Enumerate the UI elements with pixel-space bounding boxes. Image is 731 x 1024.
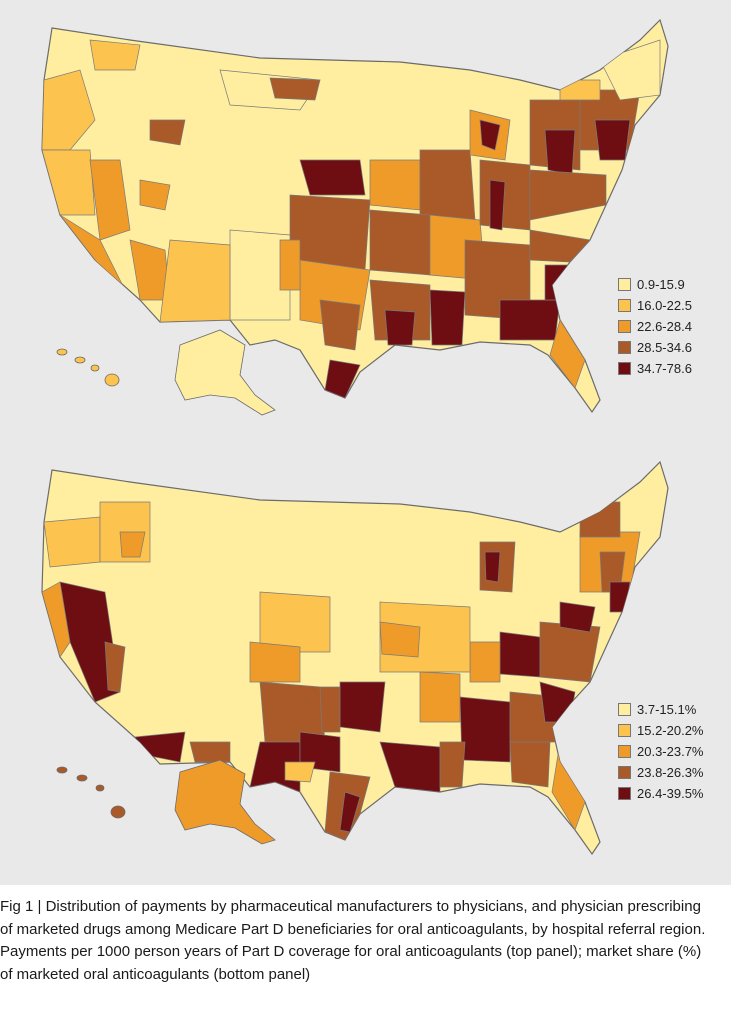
legend-item: 22.6-28.4 [618,316,692,337]
figure: 0.9-15.9 16.0-22.5 22.6-28.4 28.5-34.6 3… [0,0,731,885]
legend-swatch [618,766,631,779]
bottom-legend: 3.7-15.1% 15.2-20.2% 20.3-23.7% 23.8-26.… [618,699,704,804]
legend-label: 34.7-78.6 [637,361,692,376]
legend-label: 16.0-22.5 [637,298,692,313]
legend-label: 28.5-34.6 [637,340,692,355]
legend-label: 23.8-26.3% [637,765,704,780]
legend-swatch [618,341,631,354]
legend-label: 26.4-39.5% [637,786,704,801]
legend-swatch [618,703,631,716]
caption-text: Distribution of payments by pharmaceutic… [0,898,706,983]
legend-swatch [618,724,631,737]
legend-swatch [618,299,631,312]
bottom-map-panel: 3.7-15.1% 15.2-20.2% 20.3-23.7% 23.8-26.… [0,442,731,884]
legend-item: 20.3-23.7% [618,741,704,762]
figure-caption: Fig 1 | Distribution of payments by phar… [0,896,715,986]
legend-item: 28.5-34.6 [618,337,692,358]
legend-label: 20.3-23.7% [637,744,704,759]
legend-item: 26.4-39.5% [618,783,704,804]
legend-item: 16.0-22.5 [618,295,692,316]
legend-label: 15.2-20.2% [637,723,704,738]
alaska-shape [174,759,276,845]
legend-label: 3.7-15.1% [637,702,697,717]
hawaii-shape [56,766,126,819]
top-map-panel: 0.9-15.9 16.0-22.5 22.6-28.4 28.5-34.6 3… [0,0,731,442]
top-map [41,18,669,416]
bottom-map [41,460,669,856]
legend-item: 3.7-15.1% [618,699,704,720]
alaska-shape [174,329,276,416]
legend-swatch [618,745,631,758]
legend-swatch [618,362,631,375]
caption-label: Fig 1 | [0,898,42,915]
legend-label: 22.6-28.4 [637,319,692,334]
legend-item: 0.9-15.9 [618,274,692,295]
top-legend: 0.9-15.9 16.0-22.5 22.6-28.4 28.5-34.6 3… [618,274,692,379]
legend-item: 34.7-78.6 [618,358,692,379]
legend-item: 23.8-26.3% [618,762,704,783]
legend-swatch [618,320,631,333]
legend-swatch [618,787,631,800]
legend-label: 0.9-15.9 [637,277,685,292]
legend-item: 15.2-20.2% [618,720,704,741]
hawaii-shape [56,348,120,387]
legend-swatch [618,278,631,291]
